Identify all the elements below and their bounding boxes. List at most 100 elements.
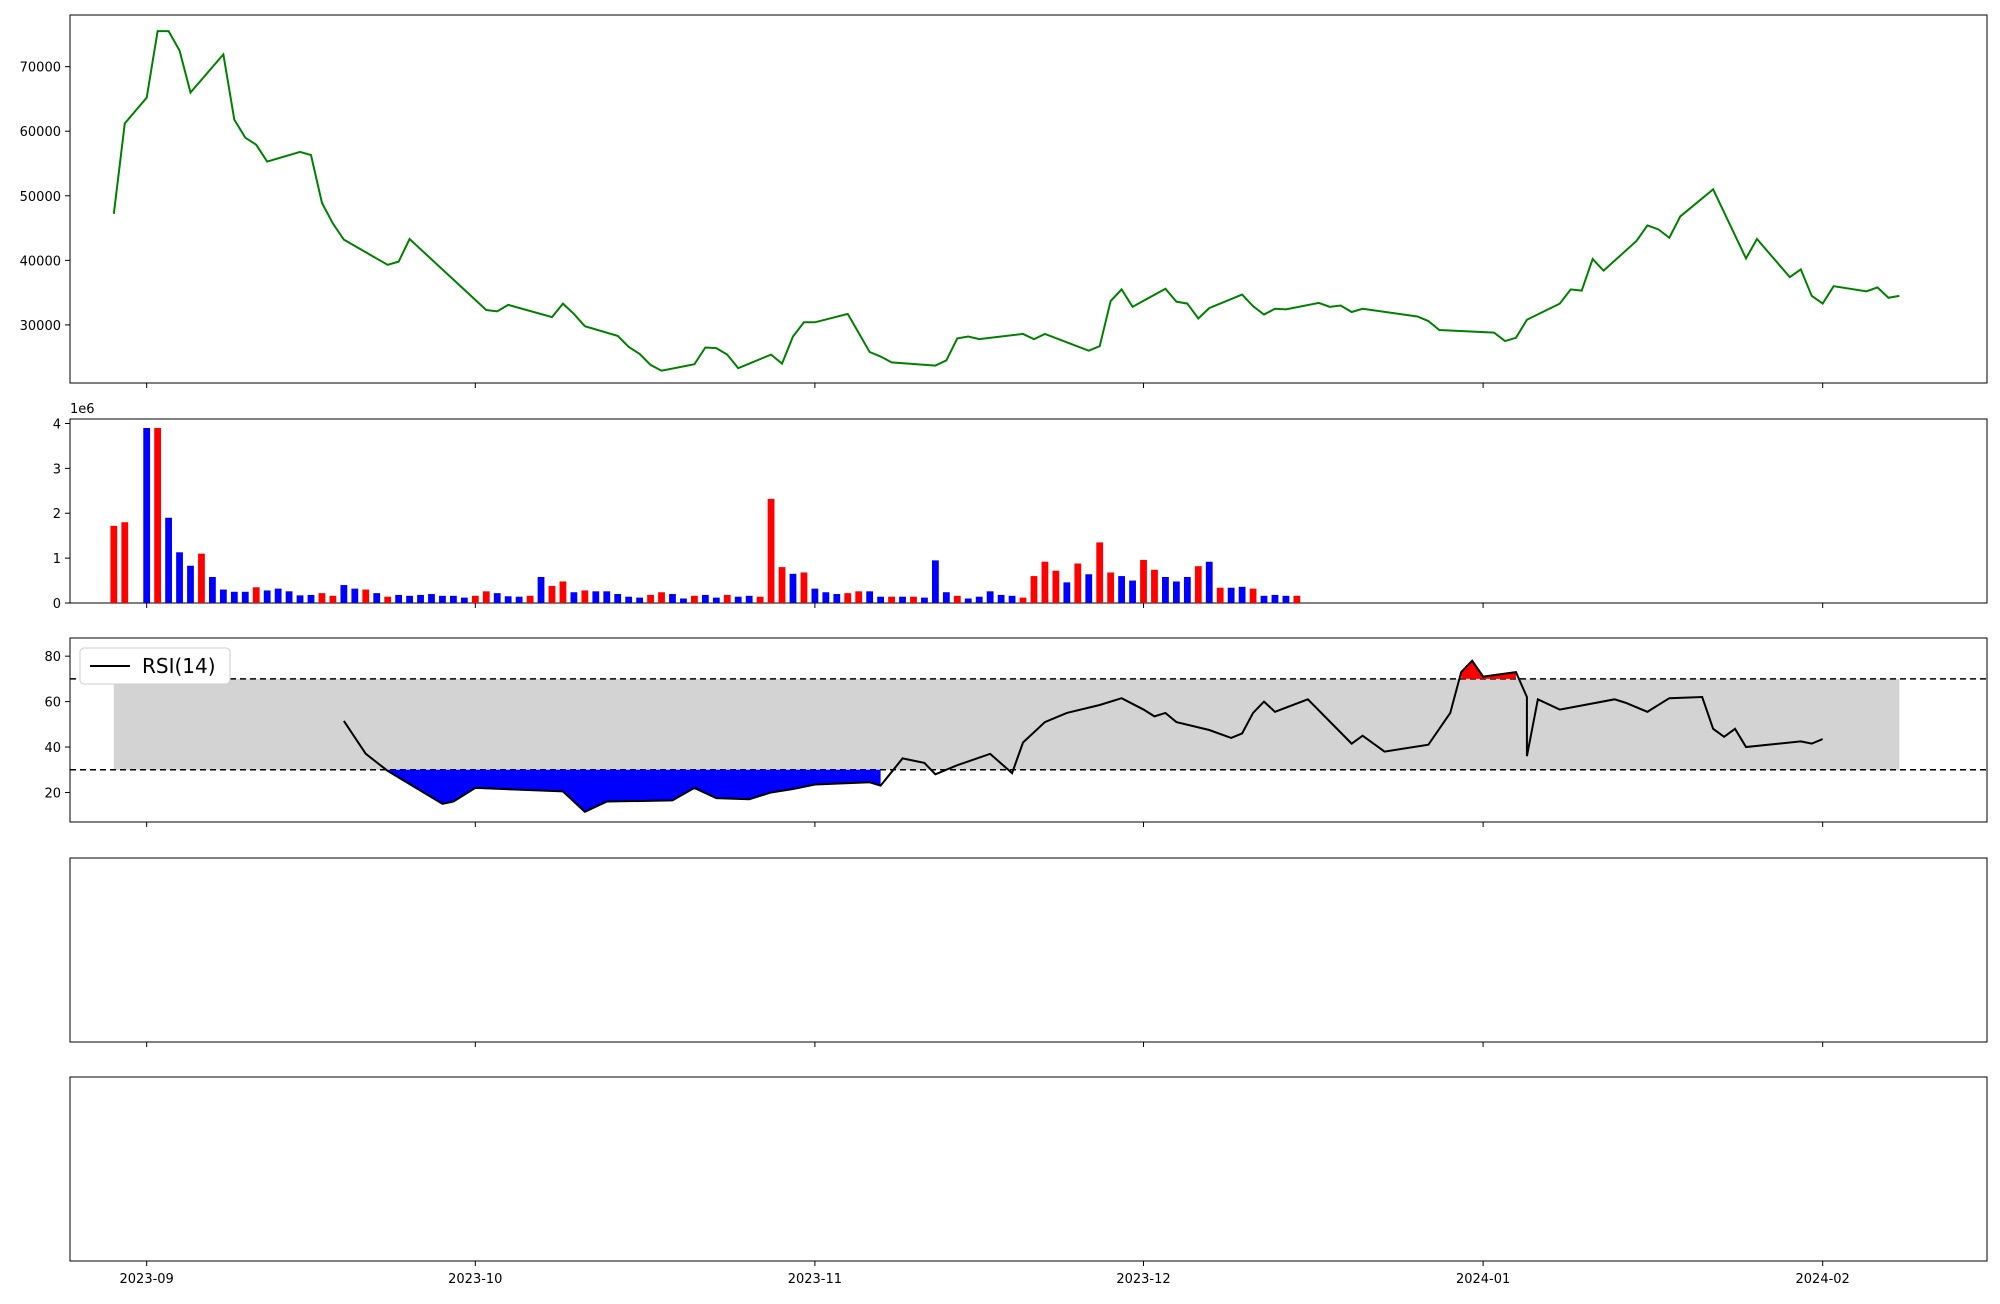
volume-bar — [571, 592, 578, 603]
rsi-ytick-label: 40 — [44, 741, 61, 756]
volume-bar — [516, 597, 523, 603]
price-line — [114, 31, 1900, 371]
volume-bar — [1184, 577, 1191, 603]
x-tick-label: 2023-11 — [788, 1272, 842, 1287]
volume-bar — [976, 597, 983, 603]
volume-bar — [1042, 562, 1049, 603]
price-ytick-label: 40000 — [20, 254, 61, 269]
volume-bar — [647, 595, 654, 603]
volume-bar — [735, 597, 742, 603]
volume-bar — [439, 596, 446, 603]
volume-bar — [275, 589, 282, 603]
volume-bar — [888, 597, 895, 603]
volume-bar — [176, 552, 183, 603]
volume-bar — [581, 590, 588, 603]
volume-bar — [603, 591, 610, 603]
volume-bar — [998, 595, 1005, 603]
volume-bar — [691, 596, 698, 603]
volume-bar — [625, 597, 632, 603]
volume-bar — [121, 522, 128, 603]
volume-bar — [560, 581, 567, 603]
rsi-ytick-label: 60 — [44, 696, 61, 711]
volume-bar — [165, 518, 172, 603]
volume-bar — [822, 592, 829, 603]
volume-bar — [790, 574, 797, 603]
volume-bar — [340, 585, 347, 603]
volume-bar — [680, 599, 687, 603]
volume-bar — [209, 577, 216, 603]
volume-bar — [855, 591, 862, 603]
volume-bar — [1074, 564, 1081, 603]
volume-bar — [110, 526, 117, 603]
volume-bar — [811, 589, 818, 603]
rsi-oversold-fill — [388, 770, 881, 812]
volume-bar — [198, 554, 205, 603]
volume-bar — [1063, 582, 1070, 603]
volume-bar — [965, 599, 972, 603]
volume-bar — [253, 587, 260, 603]
rsi-legend: RSI(14) — [80, 648, 230, 684]
volume-ytick-label: 4 — [53, 417, 61, 432]
volume-offset-label: 1e6 — [70, 402, 95, 417]
volume-bar — [143, 428, 150, 603]
volume-bar — [461, 598, 468, 603]
price-ytick-label: 50000 — [20, 190, 61, 205]
volume-bar — [713, 598, 720, 603]
rsi-legend-label: RSI(14) — [142, 654, 216, 678]
volume-bar — [472, 596, 479, 603]
volume-bar — [1228, 588, 1235, 603]
x-tick-label: 2024-01 — [1456, 1272, 1510, 1287]
volume-bar — [308, 595, 315, 603]
volume-bar — [844, 593, 851, 603]
volume-bar — [527, 596, 534, 603]
volume-bar — [636, 598, 643, 603]
volume-panel-frame — [70, 419, 1987, 603]
volume-bar — [833, 594, 840, 603]
volume-bar — [406, 596, 413, 603]
volume-bar — [1129, 581, 1136, 603]
volume-bar — [538, 577, 545, 603]
volume-bar — [987, 591, 994, 603]
volume-bar — [866, 591, 873, 603]
volume-bar — [428, 594, 435, 603]
volume-bar — [801, 572, 808, 603]
volume-bar — [297, 595, 304, 603]
volume-bar — [1195, 566, 1202, 603]
volume-bar — [231, 592, 238, 603]
volume-bar — [242, 592, 249, 603]
volume-bar — [187, 566, 194, 603]
x-tick-label: 2023-10 — [448, 1272, 502, 1287]
volume-bar — [351, 589, 358, 603]
volume-bar — [669, 594, 676, 603]
volume-bar — [932, 560, 939, 603]
volume-bar — [450, 596, 457, 603]
volume-bar — [1107, 572, 1114, 603]
volume-bar — [319, 593, 326, 603]
price-ytick-label: 70000 — [20, 61, 61, 76]
volume-bar — [384, 597, 391, 603]
volume-ytick-label: 1 — [53, 552, 61, 567]
volume-bar — [779, 567, 786, 603]
volume-bar — [757, 597, 764, 603]
volume-bar — [362, 590, 369, 603]
volume-bar — [1250, 589, 1257, 603]
volume-bar — [724, 595, 731, 603]
volume-bar — [954, 596, 961, 603]
volume-bar — [1239, 587, 1246, 603]
volume-bar — [1173, 581, 1180, 603]
x-tick-label: 2023-12 — [1116, 1272, 1170, 1287]
price-panel-frame — [70, 15, 1987, 383]
volume-bar — [1151, 570, 1158, 603]
volume-bar — [1217, 588, 1224, 603]
volume-bar — [746, 596, 753, 603]
volume-bar — [899, 597, 906, 603]
x-tick-label: 2024-02 — [1796, 1272, 1850, 1287]
volume-bar — [1272, 595, 1279, 603]
volume-bar — [330, 596, 337, 603]
volume-bar — [1052, 571, 1059, 603]
volume-bar — [494, 593, 501, 603]
x-tick-label: 2023-09 — [120, 1272, 174, 1287]
volume-bar — [702, 595, 709, 603]
